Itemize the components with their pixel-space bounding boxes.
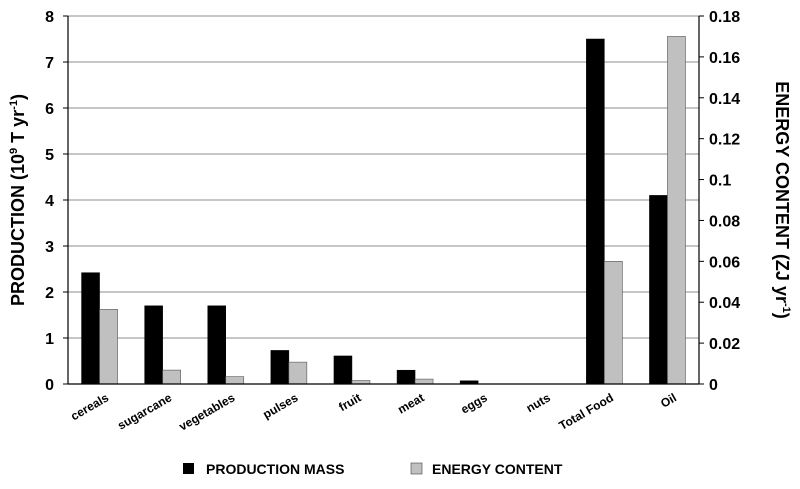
left-tick-label: 7: [45, 55, 54, 72]
left-tick-label: 2: [45, 285, 54, 302]
legend-label-production-mass: PRODUCTION MASS: [206, 461, 344, 477]
left-tick-label: 6: [45, 101, 54, 118]
category-label: cereals: [68, 390, 111, 423]
right-tick-label: 0.16: [709, 50, 740, 67]
right-tick-label: 0.1: [709, 173, 731, 190]
category-label: Total Food: [557, 390, 616, 432]
bar-production-mass: [586, 38, 605, 385]
bar-production-mass: [396, 369, 416, 385]
gridlines: [68, 15, 699, 339]
category-label: vegetables: [177, 390, 238, 433]
category-label: fruit: [336, 390, 363, 414]
category-label: eggs: [458, 390, 490, 416]
legend: PRODUCTION MASS ENERGY CONTENT: [183, 461, 563, 477]
left-tick-label: 4: [45, 193, 54, 210]
right-axis-title: ENERGY CONTENT (ZJ yr-1): [772, 81, 792, 319]
bars: [81, 36, 686, 385]
bar-production-mass: [144, 305, 163, 385]
bar-production-mass: [333, 355, 353, 385]
left-tick-label: 0: [45, 377, 54, 394]
right-tick-label: 0.12: [709, 132, 740, 149]
category-label: pulses: [260, 390, 300, 421]
right-tick-label: 0.18: [709, 9, 740, 26]
bar-energy-content: [225, 376, 245, 385]
category-label: meat: [395, 390, 426, 416]
left-axis-title: PRODUCTION (109 T yr-1): [8, 94, 28, 306]
bar-energy-content: [414, 378, 434, 385]
right-tick-label: 0.14: [709, 91, 740, 108]
category-labels: cereals sugarcane vegetables pulses fruit mea…: [68, 390, 679, 433]
right-tick-label: 0.02: [709, 336, 740, 353]
bar-energy-content: [667, 36, 686, 385]
legend-swatch-energy-content: [410, 462, 423, 475]
right-tick-label: 0: [709, 377, 718, 394]
left-tick-label: 8: [45, 9, 54, 26]
category-label: sugarcane: [115, 390, 174, 432]
left-tick-label: 5: [45, 147, 54, 164]
right-tick-label: 0.06: [709, 254, 740, 271]
bar-production-mass: [649, 195, 668, 385]
right-tick-label: 0.08: [709, 213, 740, 230]
bar-production-mass: [81, 272, 100, 385]
bar-production-mass: [207, 305, 226, 385]
bar-energy-content: [288, 361, 308, 385]
bar-energy-content: [604, 261, 623, 385]
bar-production-mass: [270, 350, 290, 385]
legend-label-energy-content: ENERGY CONTENT: [432, 461, 563, 477]
left-axis-ticks: 0 1 2 3 4 5 6 7 8: [45, 9, 68, 394]
category-label: Oil: [658, 390, 679, 410]
right-tick-label: 0.04: [709, 295, 740, 312]
bar-energy-content: [162, 369, 181, 385]
left-tick-label: 3: [45, 239, 54, 256]
left-tick-label: 1: [45, 331, 54, 348]
category-label: nuts: [524, 390, 553, 415]
right-axis-ticks: 0 0.02 0.04 0.06 0.08 0.1 0.12 0.14 0.16 0.18: [699, 9, 740, 394]
bar-energy-content: [99, 309, 118, 385]
legend-swatch-production-mass: [183, 463, 194, 474]
